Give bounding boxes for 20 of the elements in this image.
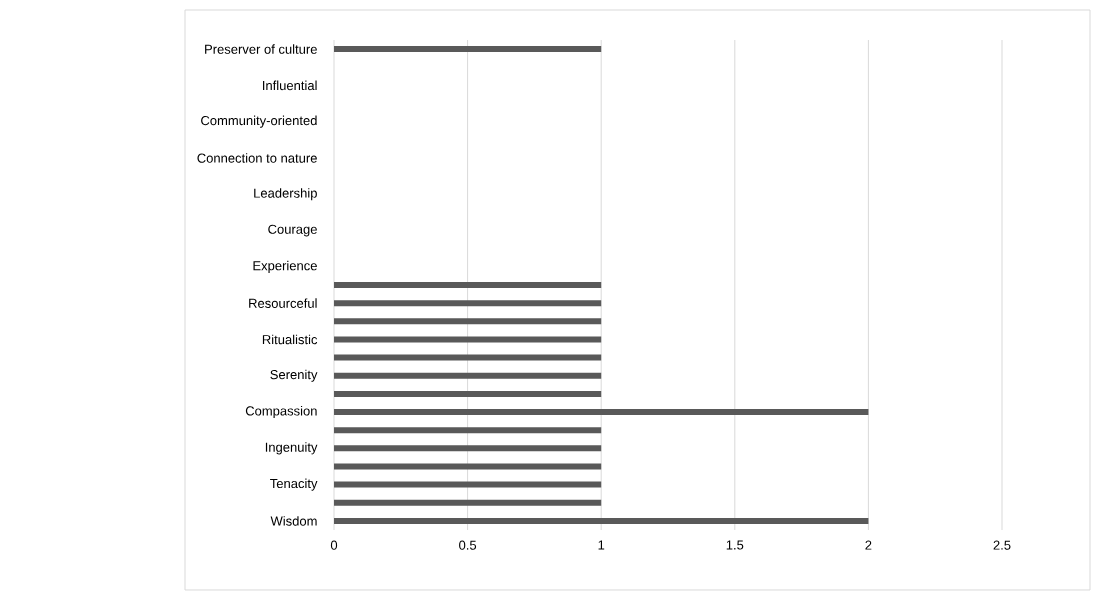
y-tick-label: Wisdom <box>270 516 317 526</box>
y-tick-label: Ingenuity <box>265 442 318 455</box>
x-tick-label: 0.5 <box>459 540 477 550</box>
x-tick-label: 1 <box>598 540 605 550</box>
y-tick-label: Leadership <box>254 188 317 201</box>
x-tick-label: 2 <box>865 540 872 550</box>
y-tick-label: Influential <box>263 80 317 91</box>
y-tick-label: Tenacity <box>270 478 318 491</box>
x-tick-label: 1.5 <box>726 540 744 550</box>
y-tick-label: Community-oriented <box>201 115 317 128</box>
y-tick-label: Serenity <box>270 369 318 382</box>
y-tick-label: Connection to nature <box>197 153 317 163</box>
x-tick-label: 2.5 <box>993 540 1011 550</box>
y-tick-label: Experience <box>253 260 317 273</box>
y-tick-label: Courage <box>268 224 317 237</box>
y-tick-label: Ritualistic <box>262 334 318 345</box>
y-tick-label: Preserver of culture <box>205 44 317 54</box>
y-tick-label: Resourceful <box>249 298 317 308</box>
x-tick-label: 0 <box>330 540 338 550</box>
y-tick-label: Compassion <box>245 405 317 419</box>
